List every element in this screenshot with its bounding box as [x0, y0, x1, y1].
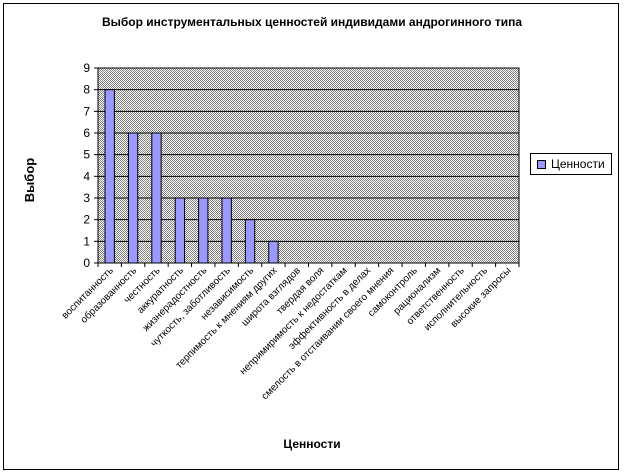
y-axis-label-wrap: Выбор: [22, 158, 37, 202]
bar: [244, 219, 256, 264]
gridlines: [98, 89, 519, 242]
y-tick-label: 4: [83, 169, 90, 183]
x-axis-label: Ценности: [283, 437, 341, 451]
y-tick-label: 8: [83, 83, 90, 97]
y-tick-label: 5: [83, 148, 90, 162]
y-tick-label: 0: [83, 256, 90, 270]
axes: [94, 67, 520, 267]
y-tick-label: 7: [83, 104, 90, 118]
y-tick-label: 3: [83, 191, 90, 205]
y-tick-label: 6: [83, 126, 90, 140]
bar: [198, 197, 209, 264]
x-tick-labels: воспитанностьобразованностьчестностьакку…: [60, 265, 514, 403]
y-tick-label: 2: [83, 213, 90, 227]
plot-area: [97, 67, 520, 264]
bar: [221, 197, 232, 264]
legend-swatch: [537, 160, 546, 169]
bar: [174, 197, 186, 264]
legend: Ценности: [530, 153, 612, 175]
bars: [104, 89, 279, 264]
chart-title: Выбор инструментальных ценностей индивид…: [101, 15, 523, 29]
y-tick-label: 9: [83, 61, 90, 75]
bar: [104, 89, 115, 264]
bar: [268, 240, 279, 264]
bar: [151, 132, 162, 264]
y-tick-label: 1: [83, 234, 90, 248]
y-axis-label: Выбор: [22, 158, 37, 202]
y-tick-labels: 0 1 2 3 4 5 6 7 8 9: [83, 61, 90, 270]
bar: [127, 132, 139, 264]
legend-label: Ценности: [551, 157, 605, 171]
